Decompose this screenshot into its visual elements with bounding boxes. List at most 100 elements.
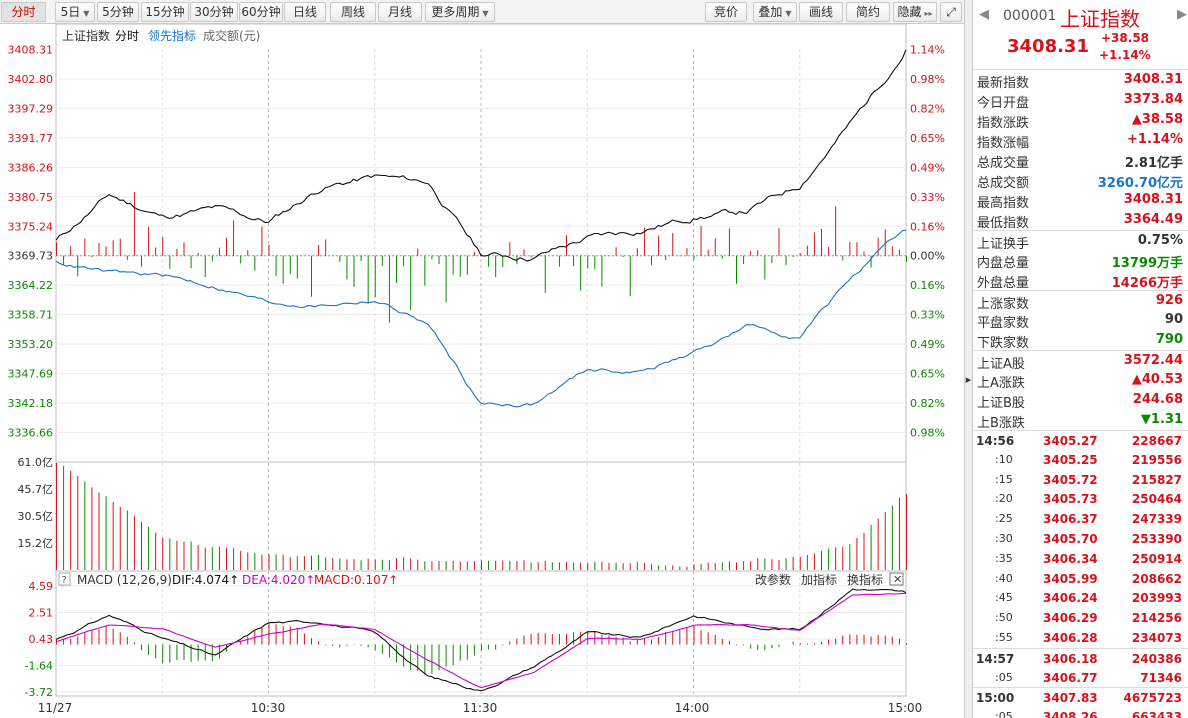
stat-label: 平盘家数 <box>977 316 1030 331</box>
tick-price: 3408.26 <box>1043 710 1098 718</box>
stat-label: 今日开盘 <box>977 96 1030 111</box>
tab-monthly[interactable]: 月线 <box>378 2 422 22</box>
leading-line <box>55 229 907 408</box>
macd-title: MACD (12,26,9) <box>77 573 172 587</box>
legend-leading[interactable]: 领先指标 <box>148 28 196 43</box>
price-tick-label: 3386.26 <box>8 161 54 174</box>
tab-intraday[interactable]: 分时 <box>1 2 46 22</box>
tick-row: :05 3408.26 663433 <box>973 707 1188 718</box>
volume-tick-label: 61.0亿 <box>18 456 54 469</box>
stat-row: 上B涨跌 ▼1.31 <box>973 410 1188 431</box>
intraday-chart[interactable]: 3408.31 1.14% 3402.80 0.98% 3397.29 0.82% 3391… <box>0 24 964 718</box>
price-tick-label: 3347.69 <box>8 368 54 381</box>
pct-tick-label: 0.49% <box>910 161 945 174</box>
double-arrow-icon: ▸▸ <box>924 9 933 18</box>
pct-tick-label: 0.33% <box>910 191 945 204</box>
tick-row: :25 3406.37 247339 <box>973 509 1188 529</box>
macd-tick-label: 4.59 <box>29 580 54 593</box>
stat-row: 外盘总量 14266万手 <box>973 270 1188 291</box>
tick-row: :35 3406.34 250914 <box>973 549 1188 569</box>
stat-label: 上涨家数 <box>977 297 1030 312</box>
stat-label: 指数涨幅 <box>977 136 1030 151</box>
tick-price: 3406.18 <box>1043 651 1098 666</box>
stat-value: 244.68 <box>1132 392 1183 407</box>
tab-daily[interactable]: 日线 <box>284 2 326 22</box>
tick-volume: 215827 <box>1131 472 1182 487</box>
tick-volume: 71346 <box>1140 670 1182 685</box>
period-toolbar: 分时 5日 ▼ 5分钟 15分钟 30分钟 60分钟 日线 周线 月线 更多周期 ▼… <box>0 0 964 24</box>
price-tick-label: 3402.80 <box>8 73 54 86</box>
stock-name: 上证指数 <box>1060 7 1140 31</box>
tick-row: 14:57 3406.18 240386 <box>973 647 1188 668</box>
tick-volume: 4675723 <box>1123 691 1182 706</box>
stat-value: 14266万手 <box>1111 276 1183 291</box>
stat-row: 总成交额 3260.70亿元 <box>973 170 1188 191</box>
simple-mode-button[interactable]: 简约 <box>846 2 890 22</box>
tab-5day[interactable]: 5日 ▼ <box>55 2 95 22</box>
stat-value: 3260.70亿元 <box>1097 176 1183 191</box>
fullscreen-icon[interactable]: ⤢ <box>940 2 962 22</box>
dea-line <box>55 592 907 689</box>
tick-price: 3405.25 <box>1043 452 1098 467</box>
legend-index-name: 上证指数 <box>62 28 110 43</box>
tick-row: 14:56 3405.27 228667 <box>973 430 1188 450</box>
stat-label: 上证A股 <box>977 357 1025 372</box>
tab-30min[interactable]: 30分钟 <box>190 2 238 22</box>
tick-price: 3407.83 <box>1043 691 1098 706</box>
price-tick-label: 3380.75 <box>8 191 54 204</box>
stat-row: 最新指数 3408.31 <box>973 70 1188 91</box>
tick-volume: 250914 <box>1131 551 1182 566</box>
pct-tick-label: 0.00% <box>910 250 945 263</box>
price-tick-label: 3358.71 <box>8 309 54 322</box>
stat-row: 下跌家数 790 <box>973 330 1188 351</box>
stat-label: 总成交额 <box>977 176 1030 191</box>
tab-15min[interactable]: 15分钟 <box>141 2 189 22</box>
tab-more-periods[interactable]: 更多周期 ▼ <box>425 2 495 22</box>
stat-label: 最高指数 <box>977 196 1030 211</box>
stat-label: 指数涨跌 <box>977 116 1030 131</box>
volume-bars <box>56 462 907 570</box>
legend-period: 分时 <box>115 29 139 43</box>
close-icon-glyph: ✕ <box>893 573 902 586</box>
tick-row: :05 3406.77 71346 <box>973 668 1188 688</box>
tick-time: :10 <box>995 452 1013 466</box>
tick-time: :50 <box>995 611 1013 625</box>
chart-border <box>55 24 907 697</box>
tab-5min[interactable]: 5分钟 <box>97 2 139 22</box>
tick-volume: 663433 <box>1131 710 1182 718</box>
tick-volume: 234073 <box>1131 630 1182 645</box>
stat-value: 790 <box>1155 332 1183 347</box>
macd-edit-params[interactable]: 改参数 <box>755 572 791 587</box>
macd-add-indicator[interactable]: 加指标 <box>801 572 837 587</box>
hide-button[interactable]: 隐藏 ▸▸ <box>893 2 937 22</box>
stat-row: 最低指数 3364.49 <box>973 210 1188 231</box>
time-tick-label: 11/27 <box>38 701 73 715</box>
auction-button[interactable]: 竞价 <box>705 2 747 22</box>
next-stock-icon[interactable]: ▶ <box>1177 7 1187 22</box>
current-price: 3408.31 <box>1007 36 1089 57</box>
stat-label: 最新指数 <box>977 76 1030 91</box>
macd-switch-indicator[interactable]: 换指标 <box>847 572 883 587</box>
tick-time: :30 <box>995 531 1013 545</box>
prev-stock-icon[interactable]: ◀ <box>979 7 989 22</box>
pct-tick-label: 0.98% <box>910 427 945 440</box>
stat-row: 总成交量 2.81亿手 <box>973 150 1188 171</box>
panel-collapse-handle[interactable]: ▶ <box>964 0 972 718</box>
quote-panel: ◀ 000001 上证指数 ▶ 3408.31 +38.58 +1.14% 最新… <box>972 0 1188 718</box>
stat-value: 3572.44 <box>1123 353 1183 368</box>
draw-line-button[interactable]: 画线 <box>799 2 843 22</box>
overlay-button[interactable]: 叠加 ▼ <box>753 2 797 22</box>
tab-weekly[interactable]: 周线 <box>330 2 376 22</box>
tick-volume: 240386 <box>1131 651 1182 666</box>
tick-price: 3406.37 <box>1043 512 1098 527</box>
legend-turnover: 成交额(元) <box>203 28 260 43</box>
pct-tick-label: 0.82% <box>910 397 945 410</box>
tick-time: :45 <box>995 591 1013 605</box>
stat-value: 926 <box>1155 293 1183 308</box>
stat-row: 上证B股 244.68 <box>973 390 1188 411</box>
tick-volume: 214256 <box>1131 611 1182 626</box>
tab-60min[interactable]: 60分钟 <box>239 2 283 22</box>
time-tick-label: 11:30 <box>463 701 498 715</box>
stat-row: 内盘总量 13799万手 <box>973 250 1188 271</box>
collapse-arrow-icon: ▶ <box>965 376 972 384</box>
